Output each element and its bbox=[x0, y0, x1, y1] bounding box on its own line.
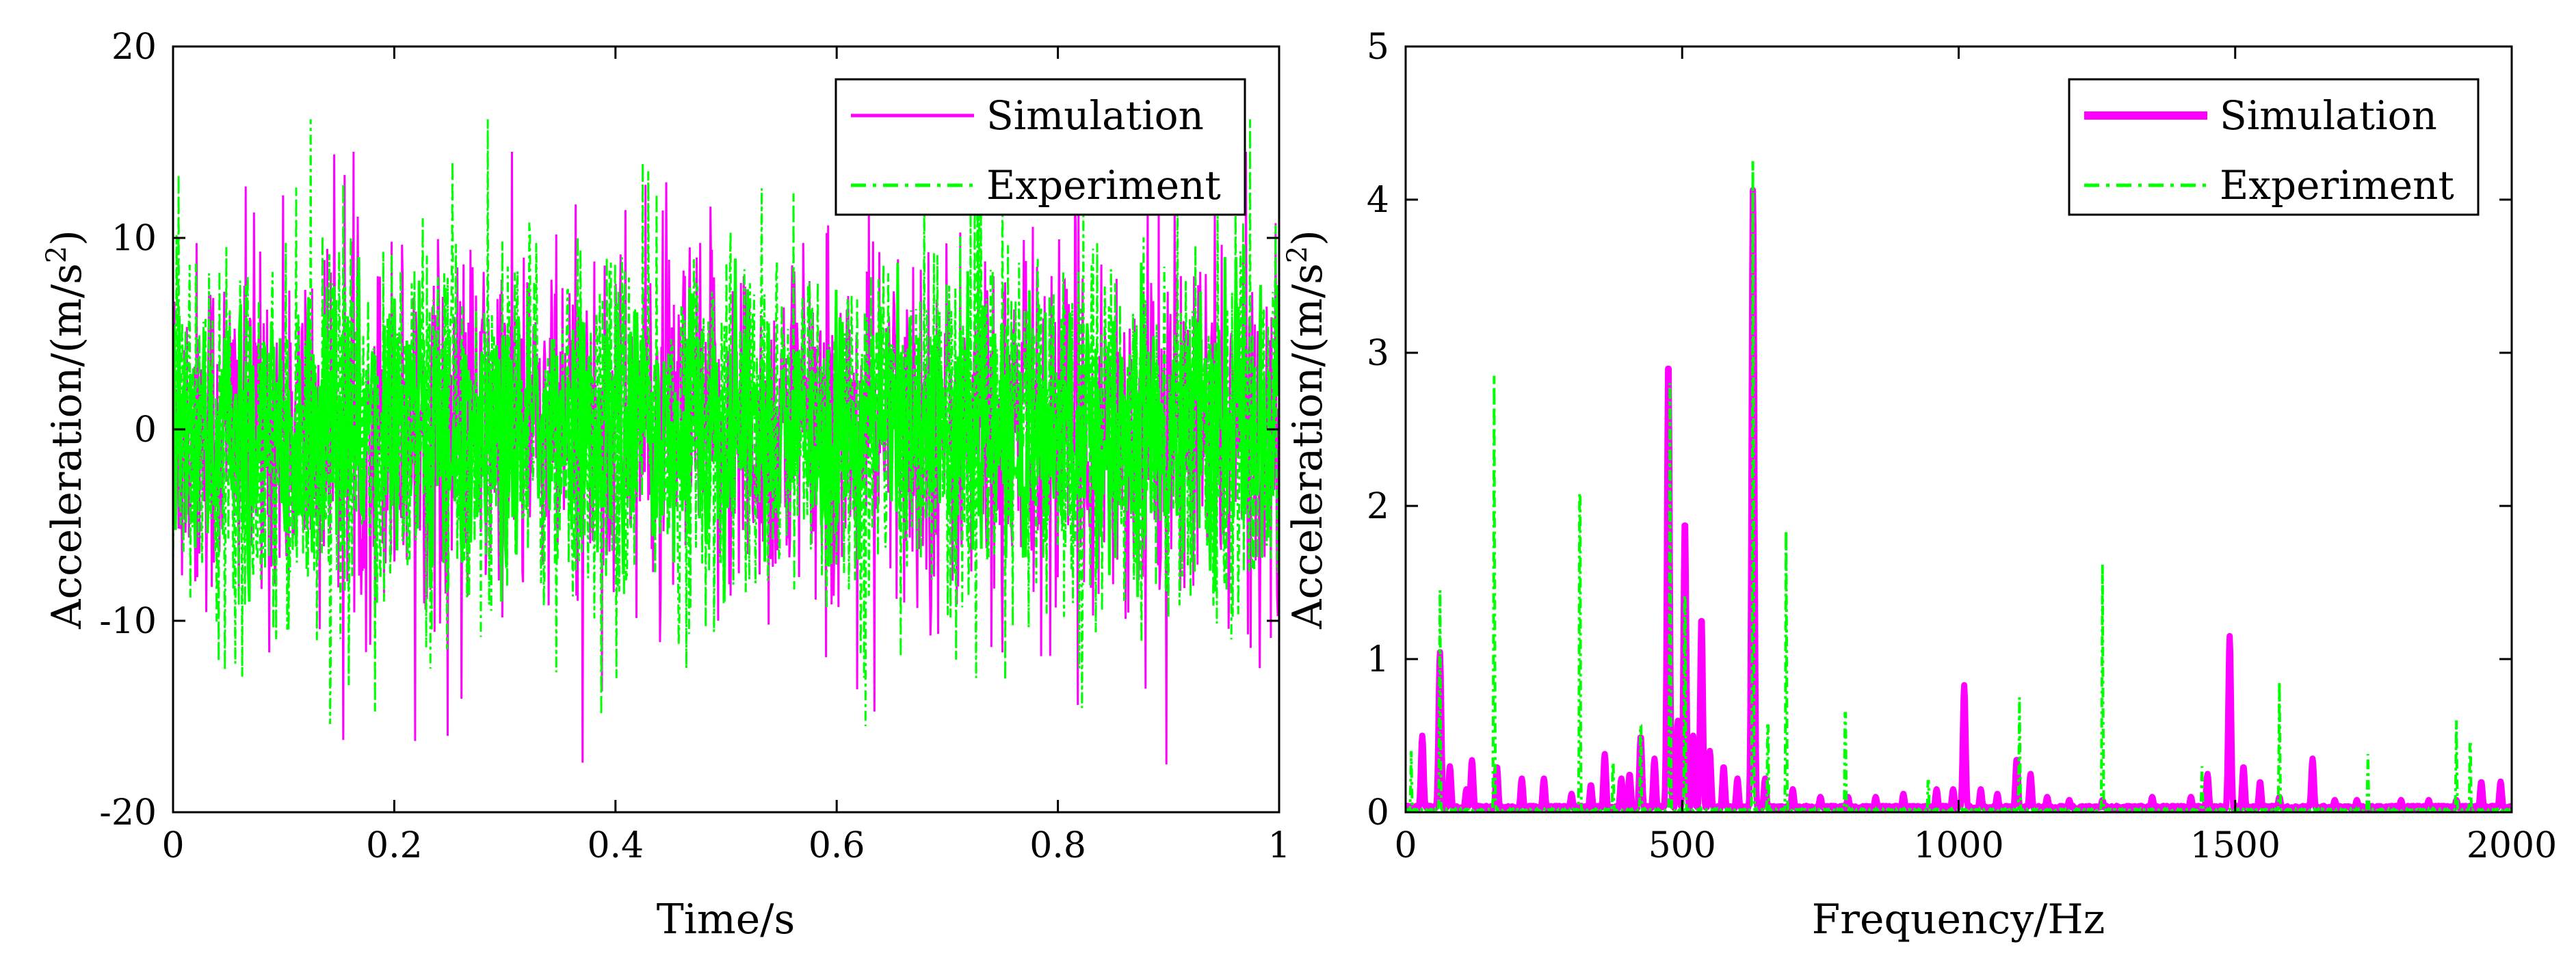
x-tick-label: 0.8 bbox=[1029, 825, 1086, 866]
legend-label-experiment: Experiment bbox=[986, 162, 1221, 209]
x-tick-label: 0 bbox=[161, 825, 184, 866]
y-tick-label: 3 bbox=[1367, 333, 1389, 374]
y-axis-label-right: Acceleration/(m/s2) bbox=[1282, 230, 1332, 630]
y-tick-label: 4 bbox=[1367, 180, 1389, 221]
y-tick-label: -10 bbox=[99, 601, 157, 642]
x-tick-label: 0 bbox=[1394, 825, 1417, 866]
legend-label-simulation: Simulation bbox=[986, 92, 1204, 139]
y-tick-label: 1 bbox=[1367, 639, 1389, 680]
x-tick-label: 0.4 bbox=[587, 825, 644, 866]
y-tick-label: 0 bbox=[1367, 792, 1389, 833]
y-tick-label: 20 bbox=[111, 27, 157, 68]
y-tick-label: -20 bbox=[99, 792, 157, 833]
legend-right: Simulation Experiment bbox=[2068, 78, 2480, 216]
time-series-data bbox=[173, 119, 1279, 765]
x-tick-label: 0.6 bbox=[809, 825, 865, 866]
legend-left: Simulation Experiment bbox=[834, 78, 1246, 216]
series-line-experiment-dense bbox=[173, 256, 1279, 602]
x-tick-label: 1000 bbox=[1913, 825, 2003, 866]
frequency-domain-chart: 0 500 1000 1500 2000 0 1 2 3 4 5 Frequency/Hz Acce… bbox=[1282, 27, 2557, 943]
x-axis-label-left: Time/s bbox=[657, 896, 796, 943]
y-tick-label: 5 bbox=[1367, 27, 1389, 68]
x-tick-label: 1500 bbox=[2190, 825, 2281, 866]
y-tick-label: 2 bbox=[1367, 486, 1389, 527]
x-tick-label: 2000 bbox=[2467, 825, 2557, 866]
spectrum-data bbox=[1406, 161, 2512, 812]
x-tick-label: 1 bbox=[1267, 825, 1290, 866]
time-domain-chart: 0 0.2 0.4 0.6 0.8 1 -20 -10 0 10 20 Time/s Acceler… bbox=[41, 27, 1291, 943]
y-tick-label: 0 bbox=[134, 410, 157, 451]
series-line-experiment-spectrum bbox=[1406, 161, 2512, 812]
y-axis-label-left: Acceleration/(m/s2) bbox=[41, 230, 91, 630]
x-axis-label-right: Frequency/Hz bbox=[1812, 896, 2105, 943]
series-line-simulation-spectrum bbox=[1406, 187, 2512, 812]
x-tick-label: 0.2 bbox=[366, 825, 423, 866]
x-tick-label: 500 bbox=[1648, 825, 1716, 866]
legend-label-simulation-right: Simulation bbox=[2220, 92, 2437, 139]
y-tick-label: 10 bbox=[111, 218, 157, 259]
legend-label-experiment-right: Experiment bbox=[2220, 162, 2454, 209]
